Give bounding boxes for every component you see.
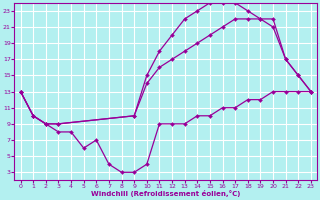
X-axis label: Windchill (Refroidissement éolien,°C): Windchill (Refroidissement éolien,°C) [91, 190, 240, 197]
